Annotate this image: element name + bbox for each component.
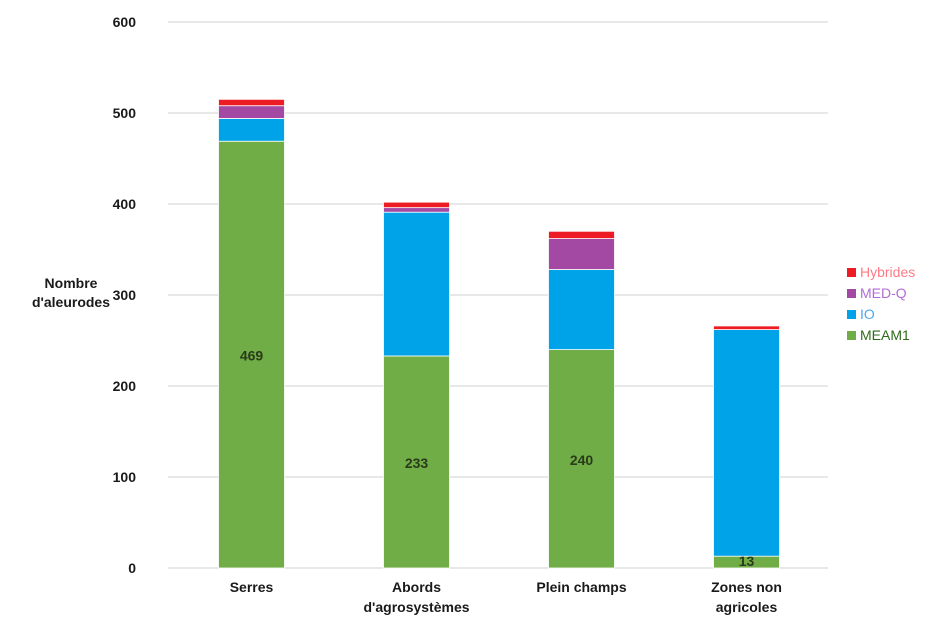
bar-med-q-2 [383,207,450,213]
bar-io-4 [713,329,780,557]
legend-swatch-hybrides [847,268,856,277]
data-label-meam1: 240 [570,452,594,468]
legend: Hybrides MED-Q IO MEAM1 [847,264,915,343]
y-tick-label: 300 [113,287,137,303]
y-axis-ticks: 0 100 200 300 400 500 600 [113,14,137,576]
x-category-label: Plein champs [536,579,626,595]
x-category-line: Plein champs [536,579,626,595]
bar-hybrides-4 [713,325,780,330]
y-axis-title-line: d'aleurodes [32,294,110,310]
bar-hybrides-3 [548,230,615,239]
bar-hybrides-2 [383,201,450,209]
bar-meam1-1 [218,140,285,569]
x-category-line: Abords [392,579,441,595]
y-tick-label: 200 [113,378,137,394]
data-label-meam1: 469 [240,348,264,364]
x-category-line: d'agrosystèmes [363,599,469,615]
x-category-line: Zones non [711,579,782,595]
data-label-meam1: 233 [405,455,429,471]
x-category-line: Serres [230,579,274,595]
legend-swatch-med-q [847,289,856,298]
bar-io-1 [218,118,285,142]
bar-hybrides-1 [218,98,285,107]
x-axis-categories: Serres Abords d'agrosystèmes Plein champs Zo… [230,579,782,615]
y-axis-title: Nombre d'aleurodes [32,275,110,310]
bar-meam1-3 [548,349,615,569]
legend-label-hybrides: Hybrides [860,264,915,280]
y-tick-label: 600 [113,14,137,30]
legend-swatch-io [847,310,856,319]
y-axis-label: Nombre d'aleurodes [32,275,110,310]
x-category-label: Serres [230,579,274,595]
legend-label-meam1: MEAM1 [860,327,910,343]
bar-med-q-3 [548,238,615,270]
bar-med-q-1 [218,105,285,119]
legend-label-io: IO [860,306,875,322]
legend-swatch-meam1 [847,331,856,340]
bars: 469 233 240 13 [218,98,780,569]
x-category-label: Zones non agricoles [711,579,782,615]
bar-io-2 [383,211,450,357]
y-axis-title-line: Nombre [45,275,98,291]
bar-io-3 [548,269,615,350]
data-label-meam1: 13 [739,553,755,569]
y-tick-label: 500 [113,105,137,121]
y-tick-label: 400 [113,196,137,212]
x-category-label: Abords d'agrosystèmes [363,579,469,615]
y-tick-label: 0 [128,560,136,576]
y-tick-label: 100 [113,469,137,485]
bar-meam1-2 [383,355,450,569]
x-category-line: agricoles [716,599,778,615]
legend-label-med-q: MED-Q [860,285,907,301]
